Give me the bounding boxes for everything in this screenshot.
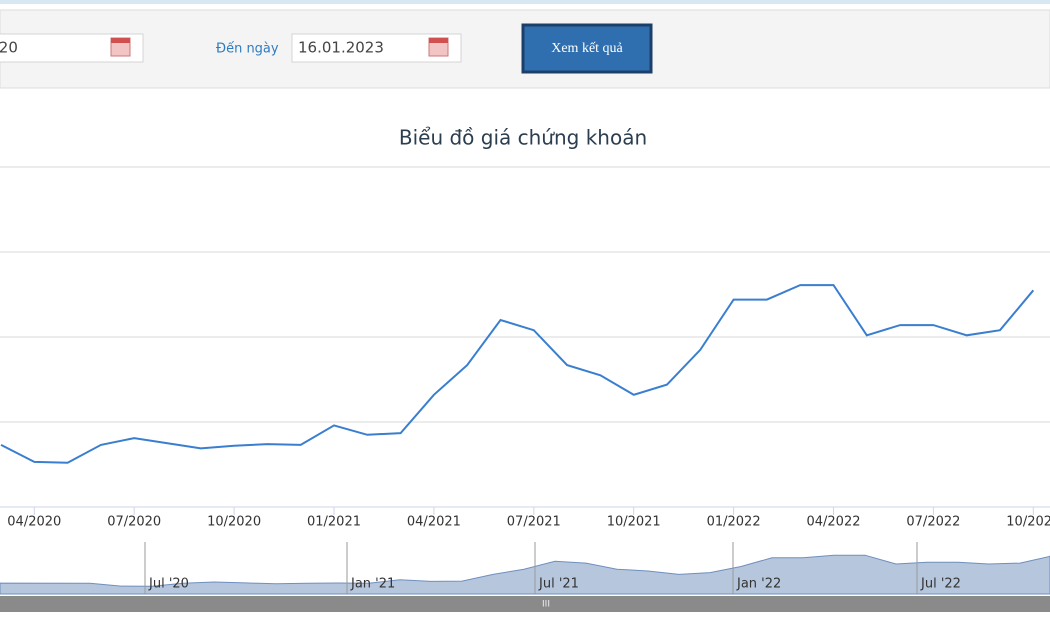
from-date: 01.01.2020: [0, 39, 18, 57]
navigator-label: Jul '21: [538, 577, 579, 592]
x-tick-label: 07/2020: [107, 515, 161, 530]
calendar-icon[interactable]: [110, 37, 131, 57]
scroll-handle[interactable]: III: [542, 600, 550, 610]
to-date: 16.01.2023: [298, 39, 384, 57]
navigator-label: Jul '20: [148, 577, 189, 592]
x-tick-label: 07/2022: [906, 515, 960, 530]
x-tick-label: 01/2021: [307, 515, 361, 530]
x-tick-label: 10/2020: [207, 515, 261, 530]
x-tick-label: 01/2022: [707, 515, 761, 530]
x-tick-label: 04/2022: [806, 515, 860, 530]
scrollbar[interactable]: [0, 596, 1050, 612]
navigator-label: Jan '22: [736, 577, 781, 592]
to-label: Đến ngày: [216, 42, 279, 57]
x-tick-label: 04/2020: [7, 515, 61, 530]
x-tick-label: 10/2021: [607, 515, 661, 530]
submit-button[interactable]: [521, 23, 653, 74]
x-tick-label: 04/2021: [407, 515, 461, 530]
navigator-area: [0, 554, 1050, 595]
top-strip: [0, 0, 1050, 4]
calendar-icon[interactable]: [428, 37, 449, 57]
navigator-label: Jan '21: [350, 577, 395, 592]
x-tick-label: 10/2022: [1006, 515, 1050, 530]
navigator-label: Jul '22: [920, 577, 961, 592]
price-line: [0, 284, 1035, 464]
chart-title: Biểu đồ giá chứng khoán: [399, 126, 647, 150]
button-label: Xem kết quả: [551, 41, 623, 56]
x-tick-label: 07/2021: [507, 515, 561, 530]
